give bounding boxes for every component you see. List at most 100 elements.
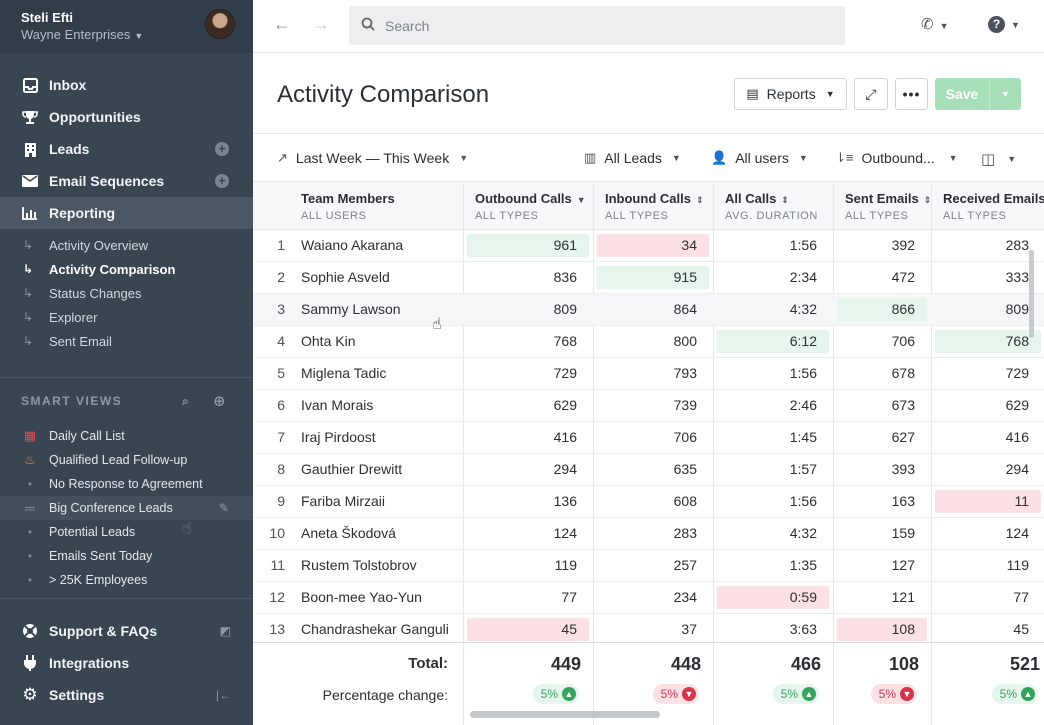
team-member-name[interactable]: Miglena Tadic [301,365,387,381]
team-member-name[interactable]: Chandrashekar Ganguli [301,621,449,637]
dot-icon: • [27,549,33,563]
nav-support[interactable]: Support & FAQs ◩ [0,615,253,647]
forward-arrow-icon[interactable]: → [312,14,330,34]
team-member-name[interactable]: Sammy Lawson [301,301,401,317]
fullscreen-button[interactable]: ⤢ [854,78,888,110]
external-link-icon[interactable]: ◩ [219,624,231,638]
save-button[interactable]: Save ▼ [935,78,1021,110]
team-member-name[interactable]: Boon-mee Yao-Yun [301,589,422,605]
subnav-activity-overview[interactable]: ↳ Activity Overview [0,233,253,257]
nav-inbox[interactable]: Inbox [0,69,253,101]
leads-filter[interactable]: ▥ All Leads ▼ [584,150,681,166]
table-row[interactable]: 1 Waiano Akarana 961 34 1:56 392 283 [253,230,1044,262]
team-member-name[interactable]: Ivan Morais [301,397,374,413]
smart-view-item[interactable]: • Emails Sent Today [0,544,253,568]
table-row[interactable]: 8 Gauthier Drewitt 294 635 1:57 393 294 [253,454,1044,486]
add-sequence-icon[interactable]: + [215,174,229,188]
table-row[interactable]: 5 Miglena Tadic 729 793 1:56 678 729 [253,358,1044,390]
smart-view-item[interactable]: ═ Big Conference Leads ✎ [0,496,253,520]
column-header-sent-emails[interactable]: Sent Emails ⇕ ALL TYPES [845,182,935,230]
team-member-name[interactable]: Waiano Akarana [301,237,404,253]
smart-view-item[interactable]: • Potential Leads [0,520,253,544]
percentage-change-badge: 5% ▼ [870,684,917,704]
column-header-team-members[interactable]: Team Members ALL USERS [301,182,461,230]
column-header-all-calls[interactable]: All Calls ⇕ AVG. DURATION [725,182,835,230]
phone-menu[interactable]: ✆ ▼ [921,15,949,33]
help-menu[interactable]: ? ▼ [988,15,1020,33]
profile-switcher[interactable]: Steli Efti Wayne Enterprises ▼ [0,0,253,53]
sort-label: Outbound... [861,150,935,166]
smart-view-item[interactable]: • > 25K Employees [0,568,253,592]
percentage-change-badge: 5% ▲ [532,684,579,704]
table-row[interactable]: 2 Sophie Asveld 836 915 2:34 472 333 [253,262,1044,294]
collapse-sidebar-icon[interactable]: |← [215,688,231,702]
column-divider [833,182,834,642]
smart-view-item[interactable]: ♨ Qualified Lead Follow-up [0,448,253,472]
chevron-down-icon: ▼ [939,21,949,31]
nav-settings[interactable]: ⚙ Settings |← [0,679,253,711]
nav-email-sequences[interactable]: Email Sequences + [0,165,253,197]
table-row[interactable]: 11 Rustem Tolstobrov 119 257 1:35 127 119 [253,550,1044,582]
chevron-down-icon[interactable]: ▼ [1001,89,1010,99]
smart-view-item[interactable]: ▦ Daily Call List [0,424,253,448]
column-divider [463,643,464,725]
horizontal-scrollbar[interactable] [470,711,660,718]
team-member-name[interactable]: Aneta Škodová [301,525,396,541]
dot-icon: • [27,477,33,491]
nav-opportunities[interactable]: Opportunities [0,101,253,133]
vertical-scrollbar[interactable] [1029,250,1034,338]
cell-sent: 121 [891,589,915,605]
team-member-name[interactable]: Sophie Asveld [301,269,390,285]
user-name: Steli Efti [21,10,74,25]
nav-label: Leads [49,141,90,157]
nav-reporting[interactable]: Reporting [0,197,253,229]
calendar-icon: ▦ [23,428,37,443]
column-header-received-emails[interactable]: Received Emails ALL TYPES [943,182,1044,230]
table-row[interactable]: 7 Iraj Pirdoost 416 706 1:45 627 416 [253,422,1044,454]
column-header-outbound-calls[interactable]: Outbound Calls ▼ ALL TYPES [475,182,595,230]
table-row[interactable]: 6 Ivan Morais 629 739 2:46 673 629 [253,390,1044,422]
table-row[interactable]: 12 Boon-mee Yao-Yun 77 234 0:59 121 77 [253,582,1044,614]
subnav-sent-email[interactable]: ↳ Sent Email [0,329,253,353]
table-row[interactable]: 4 Ohta Kin 768 800 6:12 706 768 [253,326,1044,358]
team-member-name[interactable]: Gauthier Drewitt [301,461,403,477]
sort-icon: ⇕ [923,195,932,205]
subnav-status-changes[interactable]: ↳ Status Changes [0,281,253,305]
team-member-name[interactable]: Fariba Mirzaii [301,493,386,509]
column-header-inbound-calls[interactable]: Inbound Calls ⇕ ALL TYPES [605,182,715,230]
nav-leads[interactable]: Leads + [0,133,253,165]
subnav-activity-comparison[interactable]: ↳ Activity Comparison [0,257,253,281]
company-name[interactable]: Wayne Enterprises ▼ [21,27,232,42]
nav-integrations[interactable]: Integrations [0,647,253,679]
back-arrow-icon[interactable]: ← [273,14,291,34]
subnav-explorer[interactable]: ↳ Explorer [0,305,253,329]
search-icon[interactable]: ⌕ [182,394,189,408]
table-row[interactable]: 13 Chandrashekar Ganguli 45 37 3:63 108 45 [253,614,1044,642]
users-filter[interactable]: 👤 All users ▼ [711,150,808,166]
arrow-down-icon: ▼ [900,687,914,701]
team-member-name[interactable]: Iraj Pirdoost [301,429,376,445]
more-options-button[interactable]: ••• [895,78,928,110]
table-row[interactable]: 3 Sammy Lawson 809 864 4:32 866 809 [253,294,1044,326]
columns-toggle[interactable]: ◫ ▼ [981,150,1016,168]
team-member-name[interactable]: Ohta Kin [301,333,356,349]
reports-button[interactable]: ▤ Reports ▼ [734,78,847,110]
sort-filter[interactable]: ⇂≡ Outbound... ▼ [835,150,958,166]
pencil-icon[interactable]: ✎ [218,501,229,515]
smart-view-item[interactable]: • No Response to Agreement [0,472,253,496]
cell-dur: 1:35 [789,557,817,573]
sub-arrow-icon: ↳ [23,238,34,252]
inbox-icon [21,77,39,93]
drag-handle-icon[interactable]: ═ [25,500,35,516]
row-number: 7 [277,429,285,445]
date-range-filter[interactable]: ↗ Last Week — This Week ▼ [277,150,468,166]
table-row[interactable]: 10 Aneta Škodová 124 283 4:32 159 124 [253,518,1044,550]
team-member-name[interactable]: Rustem Tolstobrov [301,557,417,573]
search-input[interactable] [385,17,825,34]
search-bar[interactable] [349,6,845,45]
add-lead-icon[interactable]: + [215,142,229,156]
add-smart-view-icon[interactable]: ⊕ [213,393,226,410]
avatar[interactable] [205,9,235,39]
cell-recv: 729 [1005,365,1029,381]
table-row[interactable]: 9 Fariba Mirzaii 136 608 1:56 163 11 [253,486,1044,518]
